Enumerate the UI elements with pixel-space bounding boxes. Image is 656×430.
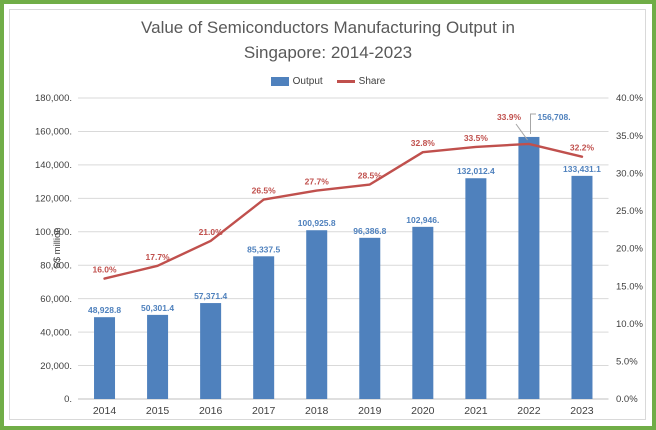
left-axis-tick: 20,000. bbox=[40, 361, 72, 372]
output-bar bbox=[94, 317, 116, 399]
right-axis-tick: 10.0% bbox=[616, 319, 643, 330]
share-data-label: 28.5% bbox=[358, 171, 383, 181]
legend-output-label: Output bbox=[292, 76, 323, 87]
output-bar bbox=[306, 230, 328, 399]
x-axis-tick: 2022 bbox=[517, 405, 541, 417]
share-line bbox=[103, 142, 584, 280]
x-axis-tick: 2016 bbox=[199, 405, 223, 417]
right-axis-tick: 25.0% bbox=[616, 206, 643, 217]
chart-title-line2: Singapore: 2014-2023 bbox=[243, 43, 413, 62]
output-data-label: 48,928.8 bbox=[88, 305, 121, 315]
x-axis-tick: 2023 bbox=[570, 405, 594, 417]
left-axis-title: S$ million bbox=[52, 227, 63, 268]
share-data-label: 32.2% bbox=[570, 143, 595, 153]
output-data-label: 133,431.1 bbox=[563, 164, 601, 174]
label-leader-line bbox=[515, 123, 528, 141]
output-data-label: 50,301.4 bbox=[141, 303, 174, 313]
left-axis-tick: 100,000. bbox=[35, 227, 72, 238]
x-axis-tick: 2018 bbox=[305, 405, 329, 417]
x-axis-tick: 2020 bbox=[411, 405, 435, 417]
output-bar bbox=[465, 178, 487, 399]
right-axis-tick: 30.0% bbox=[616, 168, 643, 179]
share-data-label: 21.0% bbox=[199, 227, 224, 237]
x-axis-tick: 2021 bbox=[464, 405, 488, 417]
output-data-label: 102,946. bbox=[406, 215, 439, 225]
share-data-label: 17.7% bbox=[146, 252, 171, 262]
output-bar bbox=[200, 303, 222, 399]
output-data-label: 132,012.4 bbox=[457, 166, 495, 176]
right-axis-tick: 5.0% bbox=[616, 357, 638, 368]
output-data-label: 57,371.4 bbox=[194, 291, 227, 301]
x-axis-tick: 2014 bbox=[93, 405, 117, 417]
output-data-label: 85,337.5 bbox=[247, 244, 280, 254]
left-axis-tick: 160,000. bbox=[35, 127, 72, 138]
chart-card bbox=[9, 9, 646, 420]
left-axis-tick: 80,000. bbox=[40, 260, 72, 271]
left-axis-tick: 120,000. bbox=[35, 194, 72, 205]
output-data-label: 156,708. bbox=[538, 112, 571, 122]
output-bar bbox=[518, 136, 540, 399]
right-axis-tick: 15.0% bbox=[616, 281, 643, 292]
output-bar bbox=[571, 175, 593, 399]
output-data-label: 100,925.8 bbox=[298, 218, 336, 228]
share-series-swatch-icon bbox=[336, 80, 355, 83]
legend: Output Share bbox=[0, 76, 656, 87]
share-data-label: 16.0% bbox=[92, 265, 117, 275]
share-data-label: 33.9% bbox=[497, 112, 522, 122]
share-data-label: 33.5% bbox=[464, 133, 489, 143]
output-data-label: 96,386.8 bbox=[353, 226, 386, 236]
legend-item-share: Share bbox=[336, 76, 386, 87]
left-axis-tick: 180,000. bbox=[35, 93, 72, 104]
right-axis-tick: 35.0% bbox=[616, 131, 643, 142]
left-axis-tick: 140,000. bbox=[35, 160, 72, 171]
output-bar bbox=[253, 256, 275, 399]
left-axis-tick: 0. bbox=[64, 394, 72, 405]
output-series-swatch-icon bbox=[270, 77, 289, 86]
chart-title-line1: Value of Semiconductors Manufacturing Ou… bbox=[141, 18, 515, 37]
x-axis-tick: 2015 bbox=[146, 405, 170, 417]
x-axis-tick: 2017 bbox=[252, 405, 276, 417]
right-axis-tick: 40.0% bbox=[616, 93, 643, 104]
output-bar bbox=[412, 226, 434, 399]
right-axis-tick: 20.0% bbox=[616, 244, 643, 255]
share-data-label: 32.8% bbox=[411, 138, 436, 148]
x-axis-tick: 2019 bbox=[358, 405, 382, 417]
left-axis-tick: 40,000. bbox=[40, 327, 72, 338]
output-bar bbox=[359, 237, 381, 399]
legend-item-output: Output bbox=[270, 76, 323, 87]
right-axis-tick: 0.0% bbox=[616, 394, 638, 405]
output-bar bbox=[147, 314, 169, 399]
left-axis-tick: 60,000. bbox=[40, 294, 72, 305]
share-data-label: 27.7% bbox=[305, 177, 330, 187]
legend-share-label: Share bbox=[358, 76, 386, 87]
label-leader-line bbox=[530, 113, 536, 134]
chart-title: Value of Semiconductors Manufacturing Ou… bbox=[0, 15, 656, 65]
share-data-label: 26.5% bbox=[252, 186, 277, 196]
